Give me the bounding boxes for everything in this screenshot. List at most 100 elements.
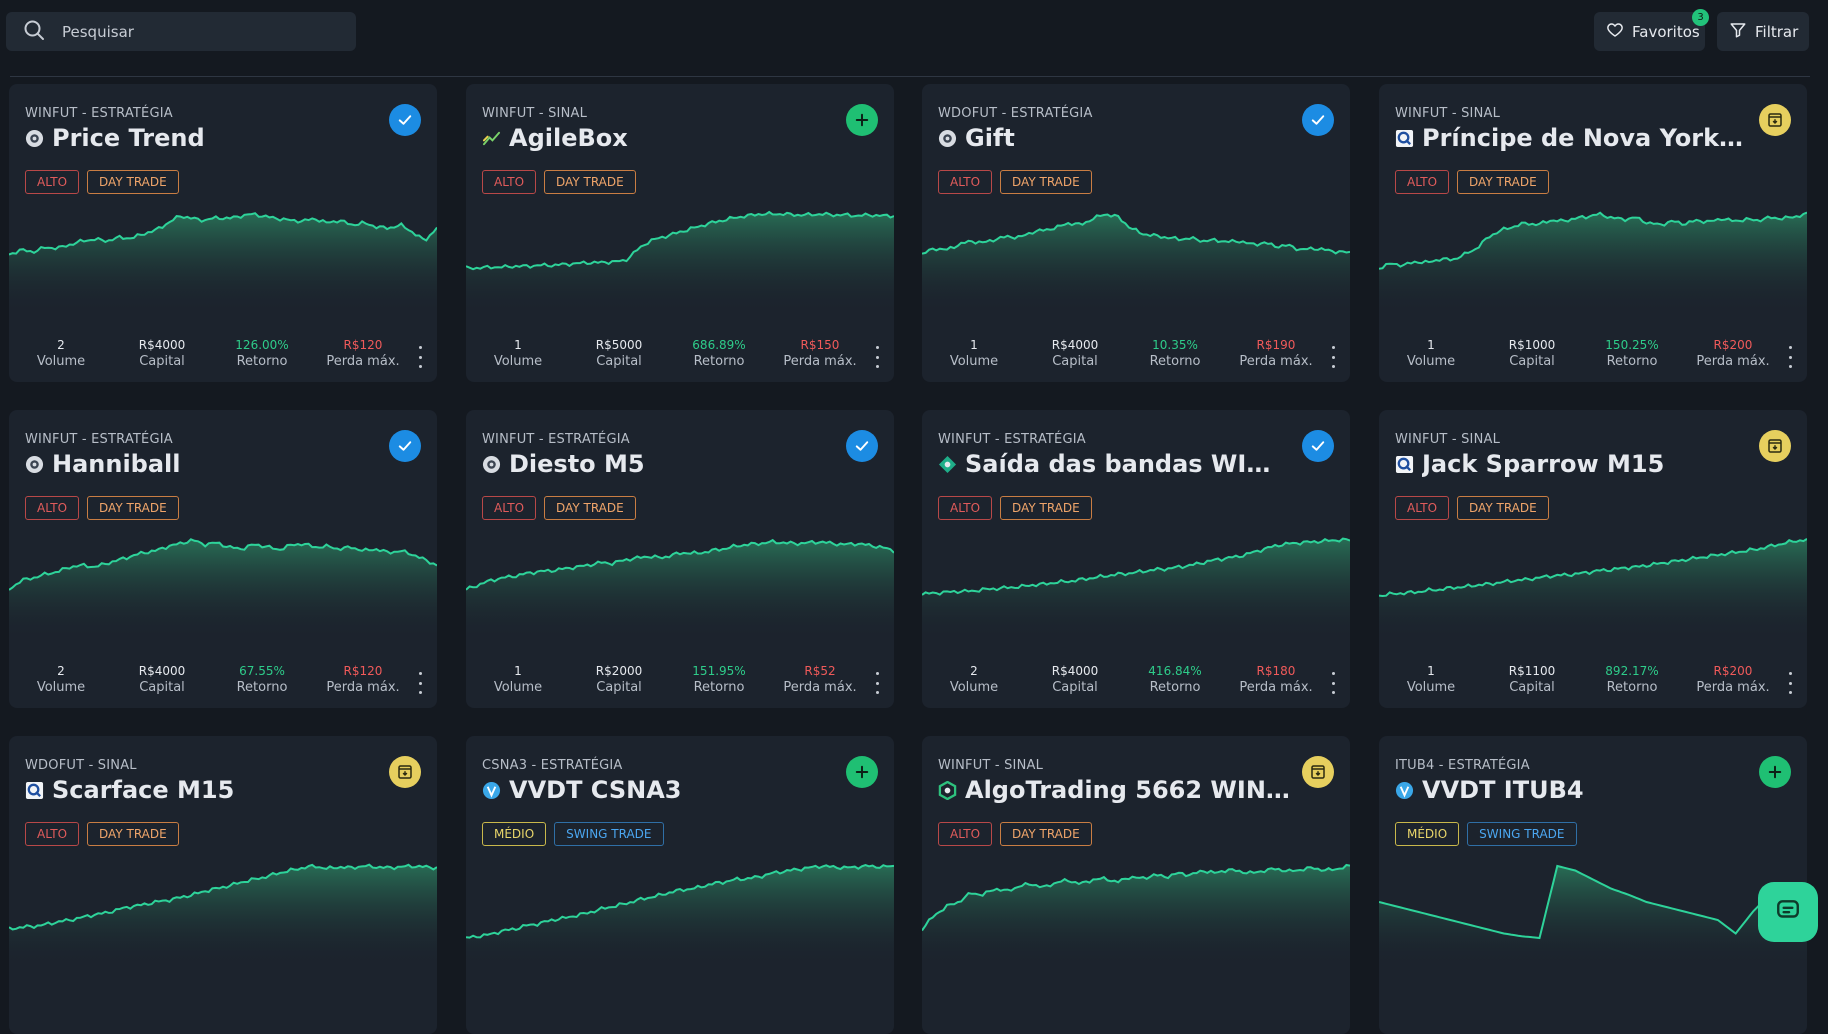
stat-volume-label: Volume (949, 354, 999, 369)
card-title[interactable]: Príncipe de Nova York ... (1422, 124, 1747, 152)
stat-perda-label: Perda máx. (326, 354, 400, 369)
chat-support-button[interactable] (1758, 882, 1818, 942)
more-options-icon[interactable] (1328, 346, 1338, 368)
strategy-card[interactable]: WINFUT - SINAL AlgoTrading 5662 WIN ... AL… (922, 736, 1350, 1034)
search-box[interactable] (6, 12, 356, 51)
more-options-icon[interactable] (1785, 346, 1795, 368)
card-title[interactable]: Diesto M5 (509, 450, 645, 478)
strategy-card[interactable]: WDOFUT - SINAL Scarface M15 ALTO DAY TRADE (9, 736, 437, 1034)
provider-v-icon (1395, 781, 1414, 800)
strategy-card[interactable]: WINFUT - SINAL Jack Sparrow M15 ALTO DAY TR… (1379, 410, 1807, 708)
card-title[interactable]: Scarface M15 (52, 776, 235, 804)
strategy-card[interactable]: WINFUT - SINAL AgileBox ALTO DAY TRADE 1 Volu… (466, 84, 894, 382)
chart-line (1379, 211, 1807, 270)
card-title[interactable]: Saída das bandas WIN... (965, 450, 1290, 478)
stat-volume: 2 Volume (11, 664, 111, 695)
more-options-icon[interactable] (415, 346, 425, 368)
stat-perda-label: Perda máx. (326, 680, 400, 695)
card-plus-button[interactable] (846, 756, 878, 788)
filter-label: Filtrar (1755, 22, 1799, 41)
card-box-button[interactable] (389, 756, 421, 788)
card-check-button[interactable] (389, 430, 421, 462)
card-box-button[interactable] (1759, 104, 1791, 136)
strategy-icon (25, 129, 44, 148)
card-title[interactable]: Price Trend (52, 124, 205, 152)
more-options-icon[interactable] (872, 346, 882, 368)
stat-capital-label: Capital (139, 354, 185, 369)
provider-v-icon (482, 781, 501, 800)
more-options-icon[interactable] (872, 672, 882, 694)
stat-retorno: 416.84% Retorno (1125, 664, 1225, 695)
card-title[interactable]: AlgoTrading 5662 WIN ... (965, 776, 1290, 804)
card-market-type: WDOFUT - ESTRATÉGIA (938, 106, 1093, 121)
card-title[interactable]: AgileBox (509, 124, 628, 152)
search-input[interactable] (60, 21, 324, 42)
risk-badge: ALTO (938, 496, 993, 520)
chart-line (1379, 538, 1807, 598)
more-options-icon[interactable] (1328, 672, 1338, 694)
stat-retorno: 67.55% Retorno (212, 664, 312, 695)
more-options-icon[interactable] (415, 672, 425, 694)
stat-retorno: 10.35% Retorno (1125, 338, 1225, 369)
card-performance-chart (9, 212, 437, 314)
risk-badge: ALTO (25, 822, 80, 846)
stat-retorno-label: Retorno (1606, 680, 1658, 695)
stat-capital-value: R$4000 (138, 664, 186, 678)
stat-volume-label: Volume (493, 680, 543, 695)
stat-volume-value: 1 (514, 664, 522, 678)
chart-area (9, 539, 437, 640)
stat-perda: R$200 Perda máx. (1683, 338, 1783, 369)
stat-capital-value: R$1100 (1508, 664, 1556, 678)
favorites-count-badge: 3 (1692, 9, 1709, 26)
hex-icon (938, 780, 957, 800)
card-stats: 1 Volume R$5000 Capital 686.89% Retorno R$150 P… (466, 338, 894, 378)
stat-capital: R$4000 Capital (1025, 664, 1125, 695)
trade-style-badge: DAY TRADE (544, 170, 636, 194)
strategy-card[interactable]: WDOFUT - ESTRATÉGIA Gift ALTO DAY TRADE 1 Vol… (922, 84, 1350, 382)
strategy-card[interactable]: CSNA3 - ESTRATÉGIA VVDT CSNA3 MÉDIO SWING T… (466, 736, 894, 1034)
card-title-row: Price Trend (25, 124, 377, 152)
card-title[interactable]: VVDT CSNA3 (509, 776, 682, 804)
card-plus-button[interactable] (1759, 756, 1791, 788)
stat-capital: R$5000 Capital (569, 338, 669, 369)
more-options-icon[interactable] (1785, 672, 1795, 694)
strategy-card[interactable]: ITUB4 - ESTRATÉGIA VVDT ITUB4 MÉDIO SWING T… (1379, 736, 1807, 1034)
card-performance-chart (9, 863, 437, 966)
card-title[interactable]: Hanniball (52, 450, 181, 478)
stat-perda-value: R$200 (1713, 664, 1753, 678)
stat-volume-label: Volume (36, 354, 86, 369)
card-tags: ALTO DAY TRADE (482, 170, 636, 194)
strategy-card[interactable]: WINFUT - SINAL Príncipe de Nova York ... A… (1379, 84, 1807, 382)
card-market-type: WINFUT - ESTRATÉGIA (938, 432, 1086, 447)
card-title[interactable]: Gift (965, 124, 1015, 152)
card-title[interactable]: Jack Sparrow M15 (1422, 450, 1665, 478)
strategy-card[interactable]: WINFUT - ESTRATÉGIA Saída das bandas WIN.… (922, 410, 1350, 708)
strategy-card[interactable]: WINFUT - ESTRATÉGIA Price Trend ALTO DAY TR… (9, 84, 437, 382)
card-tags: ALTO DAY TRADE (938, 170, 1092, 194)
plus-icon (853, 111, 871, 129)
stat-capital-value: R$5000 (595, 338, 643, 352)
stat-perda: R$180 Perda máx. (1226, 664, 1326, 695)
card-box-button[interactable] (1759, 430, 1791, 462)
card-check-button[interactable] (389, 104, 421, 136)
chart-area (1379, 212, 1807, 314)
card-title-row: Gift (938, 124, 1290, 152)
card-check-button[interactable] (1302, 430, 1334, 462)
stat-retorno-label: Retorno (693, 354, 745, 369)
strategy-card[interactable]: WINFUT - ESTRATÉGIA Hanniball ALTO DAY TRAD… (9, 410, 437, 708)
stat-retorno-label: Retorno (1149, 354, 1201, 369)
card-check-button[interactable] (846, 430, 878, 462)
card-plus-button[interactable] (846, 104, 878, 136)
card-performance-chart (466, 864, 894, 966)
card-box-button[interactable] (1302, 756, 1334, 788)
card-title[interactable]: VVDT ITUB4 (1422, 776, 1584, 804)
stat-volume-value: 1 (514, 338, 522, 352)
stat-retorno: 686.89% Retorno (669, 338, 769, 369)
stat-retorno: 150.25% Retorno (1582, 338, 1682, 369)
favorites-button[interactable]: Favoritos 3 (1594, 9, 1709, 51)
stat-volume-value: 2 (57, 664, 65, 678)
stat-volume-label: Volume (1406, 354, 1456, 369)
strategy-card[interactable]: WINFUT - ESTRATÉGIA Diesto M5 ALTO DAY TRAD… (466, 410, 894, 708)
card-check-button[interactable] (1302, 104, 1334, 136)
filter-button[interactable]: Filtrar (1717, 12, 1809, 51)
